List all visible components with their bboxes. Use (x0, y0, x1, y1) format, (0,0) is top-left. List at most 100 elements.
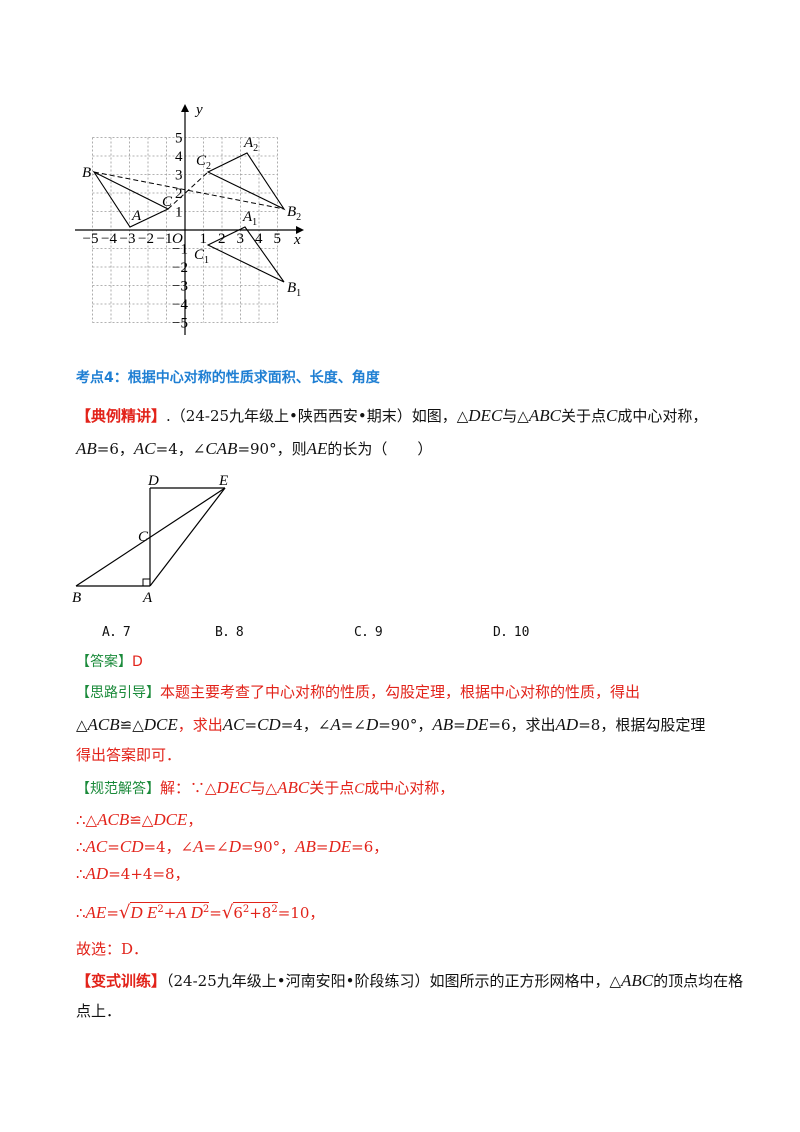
y-tick-label: 3 (175, 168, 183, 184)
answer-value: D (132, 654, 143, 670)
x-axis-arrow (296, 226, 304, 234)
label-b: B (82, 165, 91, 181)
radicand: 62+82 (233, 902, 278, 922)
math: CAB (205, 439, 238, 458)
triangle-a2b2c2 (206, 152, 286, 211)
triangle-abc (92, 170, 170, 228)
solution-line-3: ∴AC=CD=4，∠A=∠D=90°，AB=DE=6， (76, 838, 388, 855)
x-tick-label: 5 (274, 231, 282, 247)
text: ∴ (76, 865, 86, 883)
math: DEC (216, 778, 251, 797)
solution-line-4: ∴AD=4+4=8， (76, 865, 190, 882)
x-tick-label: 1 (200, 231, 208, 247)
hint-line-2: △ACB≌△DCE，求出AC=CD=4，∠A=∠D=90°，AB=DE=6，求出… (76, 716, 705, 733)
y-tick-label: −3 (172, 279, 188, 295)
axis-x-label: x (293, 232, 301, 248)
solution-tag: 【规范解答】 (76, 781, 160, 797)
text: + (163, 904, 177, 922)
x-tick-label: 4 (255, 231, 263, 247)
math: C (605, 406, 618, 425)
answer-line: 【答案】D (76, 655, 143, 669)
answer-tag: 【答案】 (76, 654, 132, 670)
text: = (107, 838, 120, 856)
text: 6 (233, 904, 243, 922)
text: =10， (277, 904, 325, 922)
label-b1: B1 (287, 280, 301, 299)
text: =90°， (240, 838, 296, 856)
math: AC (133, 439, 156, 458)
radicand: D E2+A D2 (130, 902, 210, 922)
text: =90°，则 (237, 440, 307, 458)
text: =6， (96, 440, 134, 458)
text: △ (76, 716, 88, 734)
text: =∠ (340, 716, 366, 734)
option-d: D．10 (493, 625, 530, 640)
math: AD (85, 864, 109, 883)
math: AC (85, 837, 108, 856)
text: =4，∠ (143, 838, 194, 856)
text: 解：∵△ (160, 779, 217, 797)
hint-line-1: 【思路引导】本题主要考查了中心对称的性质，勾股定理，根据中心对称的性质，得出 (76, 683, 641, 701)
math: DE (328, 837, 352, 856)
text: = (106, 904, 119, 922)
axis-y-label: y (194, 102, 203, 118)
example-line-2: AB=6，AC=4，∠CAB=90°，则AE的长为（ ） (76, 440, 432, 457)
text: = (453, 716, 466, 734)
y-tick-label: −1 (172, 242, 188, 258)
math: DEC (468, 406, 503, 425)
text: = (315, 838, 329, 856)
math: ABC (621, 971, 654, 990)
variant-tag: 【变式训练】 (76, 972, 167, 990)
y-tick-label: −5 (172, 316, 188, 332)
exponent: 2 (242, 904, 250, 915)
text: =6，求出 (488, 716, 556, 734)
text: ， (187, 811, 203, 829)
math: AB (295, 837, 316, 856)
math: AB (432, 715, 454, 734)
sqrt-sign: √ (221, 902, 234, 923)
x-tick-label: −2 (138, 231, 154, 247)
y-tick-label: 1 (175, 205, 183, 221)
math: AE (306, 439, 328, 458)
text: 成中心对称， (364, 779, 455, 797)
math: DCE (143, 715, 178, 734)
hint-line-3: 得出答案即可． (76, 746, 182, 764)
label-c2: C2 (196, 153, 211, 172)
text: = (244, 716, 258, 734)
text: =6， (351, 838, 389, 856)
exponent: 2 (157, 904, 164, 915)
section-title: 考点4：根据中心对称的性质求面积、长度、角度 (76, 370, 380, 386)
math: D E (130, 903, 158, 922)
math: CD (257, 715, 281, 734)
example-tag: 【典例精讲】 (76, 407, 167, 425)
text: ∴ (76, 904, 86, 922)
solution-line-6: 故选：D． (76, 940, 149, 958)
text: 的顶点均在格 (653, 972, 744, 990)
variant-line-2: 点上． (76, 1002, 122, 1020)
dashed-b-b2 (93, 171, 285, 210)
x-tick-label: 3 (237, 231, 245, 247)
label-c1: C1 (194, 247, 209, 266)
solution-line-5: ∴AE=√D E2+A D2=√62+82=10， (76, 902, 325, 923)
fig-label-d: D (147, 473, 159, 489)
text: =4+4=8， (108, 865, 190, 883)
math: ABC (528, 406, 561, 425)
y-tick-label: −2 (172, 260, 188, 276)
text: 本题主要考查了中心对称的性质，勾股定理，根据中心对称的性质，得出 (160, 683, 641, 701)
text: 的长为（ ） (327, 440, 433, 458)
x-tick-label: −5 (83, 231, 99, 247)
text: （24-25九年级上•河南安阳•阶段练习）如图所示的正方形网格中，△ (166, 972, 621, 990)
math: DE (465, 715, 489, 734)
text: .（24-25九年级上•陕西西安•期末）如图， (166, 407, 457, 425)
math: AD (555, 715, 579, 734)
variant-line-1: 【变式训练】（24-25九年级上•河南安阳•阶段练习）如图所示的正方形网格中，△… (76, 972, 743, 989)
text: 成中心对称， (617, 407, 708, 425)
math: A (193, 837, 204, 856)
text: 关于点 (309, 779, 355, 797)
fig-label-e: E (218, 473, 228, 489)
math: AC (222, 715, 245, 734)
text: 关于点 (560, 407, 606, 425)
label-a: A (131, 208, 142, 224)
text: =4，∠ (155, 440, 206, 458)
